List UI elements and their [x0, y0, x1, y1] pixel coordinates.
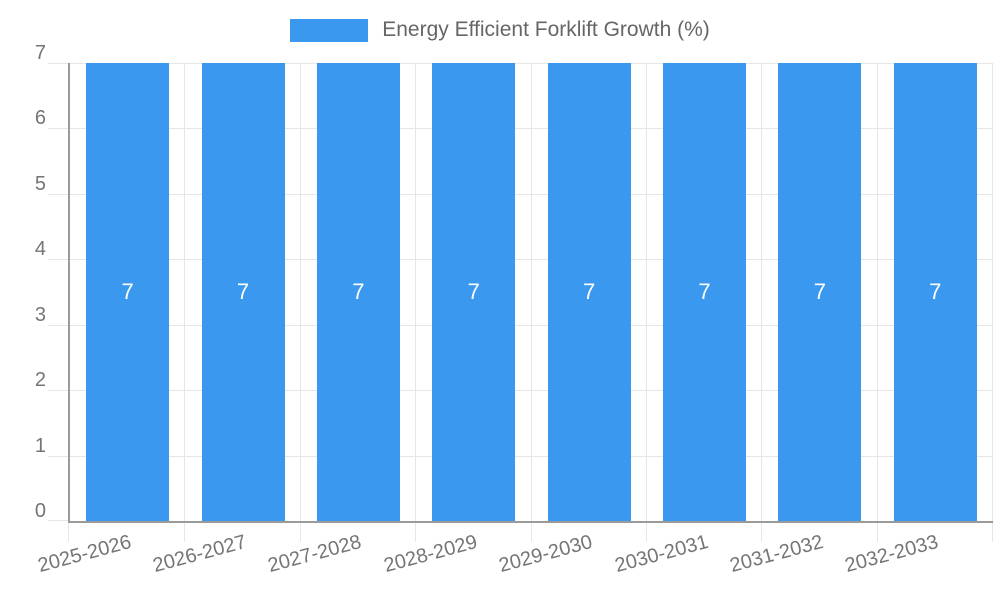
- y-axis-tick-label: 7: [34, 42, 46, 64]
- bar-2025-2026[interactable]: 7: [86, 63, 170, 521]
- y-axis-tick-label: 1: [34, 434, 46, 457]
- gridline-vertical: [645, 63, 647, 521]
- gridline-vertical: [299, 63, 301, 521]
- y-axis-tick: [48, 259, 68, 261]
- y-axis-tick-label: 2: [34, 369, 46, 392]
- x-axis-tick: [415, 523, 417, 542]
- y-axis-tick-label: 3: [34, 303, 46, 326]
- y-axis-tick: [48, 455, 68, 457]
- bar-2029-2030[interactable]: 7: [547, 63, 631, 521]
- bar-value-label: 7: [583, 279, 596, 304]
- bar-2027-2028[interactable]: 7: [316, 63, 400, 521]
- y-axis-tick: [48, 63, 68, 64]
- bar-value-label: 7: [929, 279, 942, 304]
- y-axis-tick-label: 4: [34, 238, 46, 261]
- x-axis-tick: [299, 523, 301, 542]
- bar-2030-2031[interactable]: 7: [663, 63, 747, 521]
- x-axis-category-label: 2028-2029: [381, 531, 480, 578]
- gridline-horizontal: [70, 259, 993, 261]
- y-axis-tick-label: 6: [34, 107, 46, 130]
- gridline-vertical: [992, 63, 993, 521]
- gridline-vertical: [761, 63, 763, 521]
- x-axis-category-label: 2026-2027: [150, 531, 249, 578]
- x-axis-tick: [645, 523, 647, 542]
- gridline-vertical: [876, 63, 878, 521]
- bar-2032-2033[interactable]: 7: [893, 63, 977, 521]
- y-axis-tick: [48, 128, 68, 130]
- gridline-vertical: [530, 63, 532, 521]
- gridline-vertical: [415, 63, 417, 521]
- x-axis-category-label: 2031-2032: [727, 531, 826, 578]
- x-axis-tick: [876, 523, 878, 542]
- x-axis-tick: [530, 523, 532, 542]
- x-axis-category-label: 2030-2031: [612, 531, 711, 578]
- x-axis-labels: 2025-2026 2026-2027 2027-2028 2028-2029 2029…: [35, 523, 993, 600]
- bar-value-label: 7: [121, 279, 134, 304]
- bar-value-label: 7: [698, 279, 711, 304]
- bar-value-label: 7: [236, 279, 250, 304]
- bar-2026-2027[interactable]: 7: [201, 63, 285, 521]
- bar-value-label: 7: [352, 279, 365, 304]
- y-axis-tick: [48, 520, 68, 521]
- legend-swatch: [290, 18, 369, 42]
- gridline-vertical: [184, 63, 186, 521]
- y-axis-tick-label: 0: [34, 500, 46, 522]
- bar-value-label: 7: [813, 279, 827, 304]
- x-axis-category-label: 2032-2033: [842, 531, 942, 578]
- gridline-horizontal: [70, 128, 993, 130]
- gridline-horizontal: [70, 390, 993, 392]
- y-axis-tick-label: 5: [34, 172, 46, 195]
- y-axis-tick: [48, 324, 68, 326]
- bar-value-label: 7: [467, 279, 480, 304]
- gridline-horizontal: [70, 193, 993, 195]
- x-axis-tick: [68, 523, 69, 542]
- legend-label: Energy Efficient Forklift Growth (%): [382, 18, 710, 41]
- x-axis-category-label: 2025-2026: [35, 531, 134, 578]
- y-axis-tick: [48, 390, 68, 392]
- x-axis-tick: [184, 523, 186, 542]
- gridline-horizontal: [70, 324, 993, 326]
- gridline-horizontal: [70, 63, 993, 64]
- plot-area: 0 1 2 3 4 5 6 7 7 7 7 7 7 7 7 7: [35, 43, 993, 542]
- chart-legend[interactable]: Energy Efficient Forklift Growth (%): [0, 18, 1000, 42]
- gridline-horizontal: [70, 455, 993, 457]
- x-axis-category-label: 2027-2028: [266, 531, 365, 578]
- y-axis-tick: [48, 193, 68, 195]
- bar-2031-2032[interactable]: 7: [778, 63, 862, 521]
- bar-2028-2029[interactable]: 7: [432, 63, 516, 521]
- x-axis-tick: [761, 523, 763, 542]
- x-axis-tick: [992, 523, 993, 542]
- x-axis-category-label: 2029-2030: [496, 531, 595, 578]
